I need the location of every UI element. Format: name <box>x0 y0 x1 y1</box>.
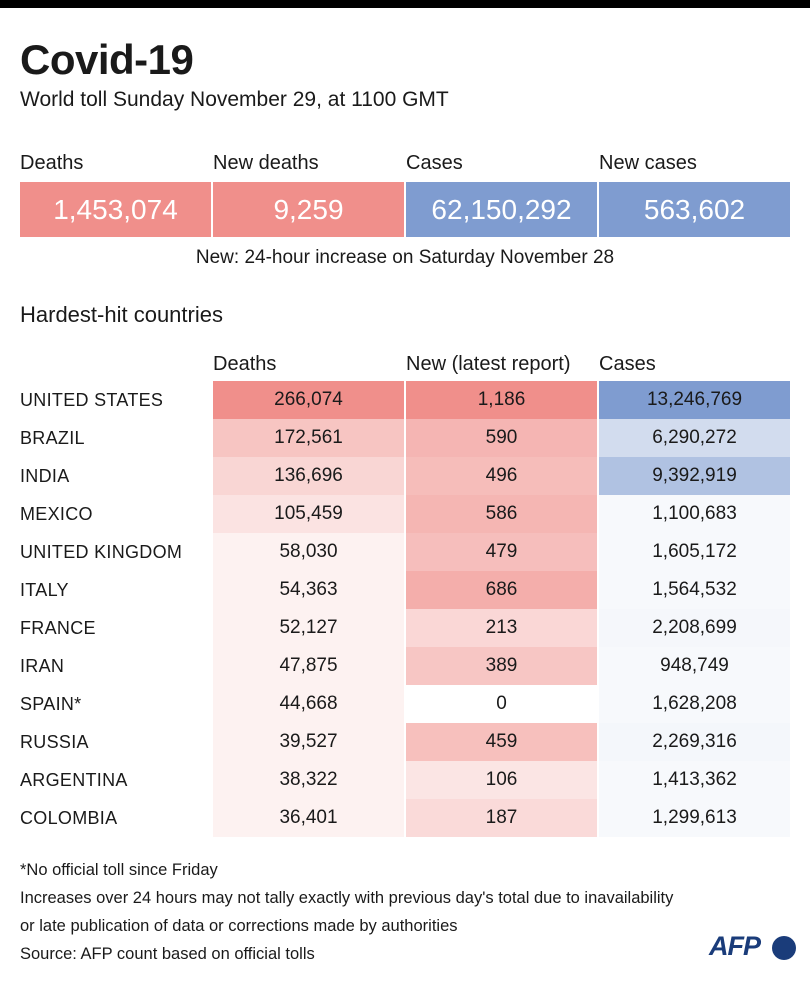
column-header-cases: Cases <box>599 353 656 375</box>
cell-deaths: 38,322 <box>213 761 404 799</box>
cell-new: 1,186 <box>406 381 597 419</box>
row-country-label: UNITED KINGDOM <box>20 542 183 562</box>
cell-cases: 948,749 <box>599 647 790 685</box>
cell-new: 459 <box>406 723 597 761</box>
cell-deaths: 39,527 <box>213 723 404 761</box>
cell-cases: 9,392,919 <box>599 457 790 495</box>
row-country-label: ITALY <box>20 580 69 600</box>
cell-deaths: 136,696 <box>213 457 404 495</box>
cell-cases: 6,290,272 <box>599 419 790 457</box>
cell-deaths: 44,668 <box>213 685 404 723</box>
cell-cases: 1,299,613 <box>599 799 790 837</box>
summary-label-new-cases: New cases <box>599 152 697 174</box>
footnote-spain: *No official toll since Friday <box>20 861 218 879</box>
cell-cases: 2,208,699 <box>599 609 790 647</box>
cell-new: 0 <box>406 685 597 723</box>
summary-note: New: 24-hour increase on Saturday Novemb… <box>195 247 615 268</box>
cell-new: 389 <box>406 647 597 685</box>
column-header-deaths: Deaths <box>213 353 277 375</box>
cell-cases: 1,605,172 <box>599 533 790 571</box>
row-country-label: MEXICO <box>20 504 93 524</box>
cell-deaths: 172,561 <box>213 419 404 457</box>
summary-label-deaths: Deaths <box>20 152 84 174</box>
cell-new: 187 <box>406 799 597 837</box>
footnote-source: Source: AFP count based on official toll… <box>20 945 315 963</box>
column-header-new: New (latest report) <box>406 353 571 375</box>
cell-cases: 1,564,532 <box>599 571 790 609</box>
summary-value-new-deaths: 9,259 <box>213 182 404 237</box>
page-subtitle: World toll Sunday November 29, at 1100 G… <box>20 88 449 111</box>
summary-value-new-cases: 563,602 <box>599 182 790 237</box>
summary-label-new-deaths: New deaths <box>213 152 319 174</box>
summary-value-deaths: 1,453,074 <box>20 182 211 237</box>
cell-cases: 1,413,362 <box>599 761 790 799</box>
summary-value-cases: 62,150,292 <box>406 182 597 237</box>
cell-new: 479 <box>406 533 597 571</box>
row-country-label: IRAN <box>20 656 65 676</box>
afp-logo-dot-icon <box>772 936 796 960</box>
table-title: Hardest-hit countries <box>20 302 223 327</box>
cell-cases: 2,269,316 <box>599 723 790 761</box>
row-country-label: RUSSIA <box>20 732 89 752</box>
cell-deaths: 52,127 <box>213 609 404 647</box>
cell-new: 586 <box>406 495 597 533</box>
cell-deaths: 47,875 <box>213 647 404 685</box>
cell-deaths: 266,074 <box>213 381 404 419</box>
cell-deaths: 36,401 <box>213 799 404 837</box>
cell-new: 106 <box>406 761 597 799</box>
row-country-label: FRANCE <box>20 618 96 638</box>
cell-cases: 1,628,208 <box>599 685 790 723</box>
cell-cases: 13,246,769 <box>599 381 790 419</box>
row-country-label: SPAIN* <box>20 694 82 714</box>
row-country-label: COLOMBIA <box>20 808 118 828</box>
row-country-label: UNITED STATES <box>20 390 164 410</box>
footnote-increase-1: Increases over 24 hours may not tally ex… <box>20 889 674 907</box>
footnote-increase-2: or late publication of data or correctio… <box>20 917 458 935</box>
page-title: Covid-19 <box>20 36 194 83</box>
cell-new: 213 <box>406 609 597 647</box>
cell-cases: 1,100,683 <box>599 495 790 533</box>
top-bar <box>0 0 810 8</box>
cell-deaths: 54,363 <box>213 571 404 609</box>
cell-new: 590 <box>406 419 597 457</box>
row-country-label: BRAZIL <box>20 428 85 448</box>
afp-logo: AFP <box>709 931 761 961</box>
summary-label-cases: Cases <box>406 152 463 174</box>
cell-deaths: 58,030 <box>213 533 404 571</box>
cell-new: 686 <box>406 571 597 609</box>
cell-deaths: 105,459 <box>213 495 404 533</box>
cell-new: 496 <box>406 457 597 495</box>
row-country-label: ARGENTINA <box>20 770 128 790</box>
row-country-label: INDIA <box>20 466 70 486</box>
